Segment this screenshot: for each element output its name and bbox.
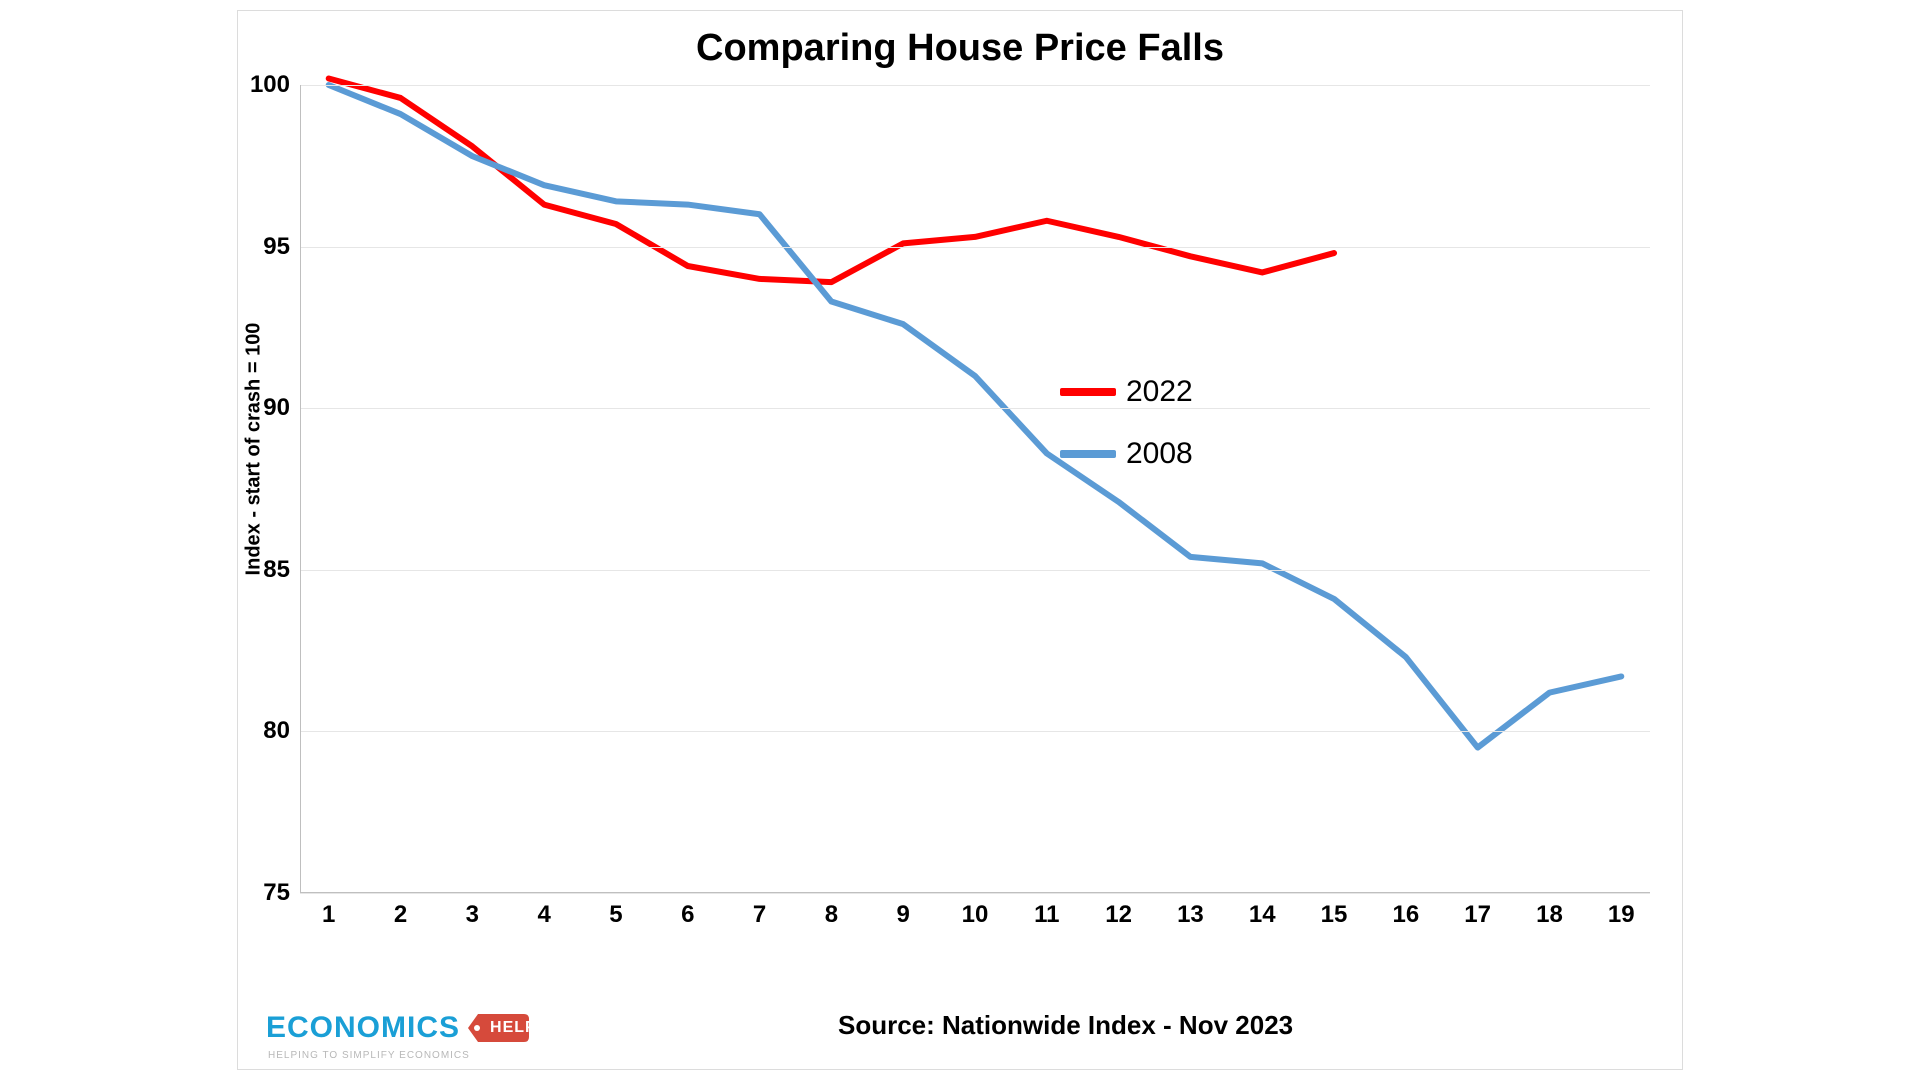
legend-label: 2022	[1126, 375, 1193, 409]
logo-subtitle: HELPING TO SIMPLIFY ECONOMICS	[268, 1050, 470, 1061]
x-tick-label: 2	[394, 893, 407, 929]
chart-lines-svg	[300, 85, 1650, 893]
x-tick-label: 11	[1034, 893, 1059, 929]
x-axis-line	[300, 892, 1650, 893]
x-tick-label: 8	[825, 893, 838, 929]
chart-legend: 2022 2008	[1060, 375, 1193, 499]
logo-word-2: HELP	[486, 1019, 537, 1037]
series-line-2022	[329, 79, 1334, 283]
gridline	[300, 247, 1650, 248]
legend-swatch	[1060, 450, 1116, 458]
x-tick-label: 18	[1536, 893, 1563, 929]
x-tick-label: 7	[753, 893, 766, 929]
x-tick-label: 15	[1321, 893, 1348, 929]
x-tick-label: 17	[1464, 893, 1491, 929]
gridline	[300, 570, 1650, 571]
legend-item: 2022	[1060, 375, 1193, 409]
x-tick-label: 4	[537, 893, 550, 929]
x-tick-label: 19	[1608, 893, 1635, 929]
gridline	[300, 731, 1650, 732]
y-tick-label: 95	[263, 233, 300, 261]
x-tick-label: 12	[1105, 893, 1132, 929]
y-tick-label: 75	[263, 879, 300, 907]
y-tick-label: 80	[263, 717, 300, 745]
x-tick-label: 6	[681, 893, 694, 929]
legend-item: 2008	[1060, 437, 1193, 471]
chart-stage: Comparing House Price Falls 758085909510…	[0, 0, 1920, 1080]
logo-word-1: ECONOMICS	[266, 1011, 460, 1045]
gridline	[300, 85, 1650, 86]
plot-area: 7580859095100123456789101112131415161718…	[300, 85, 1650, 893]
x-tick-label: 1	[322, 893, 335, 929]
chart-source: Source: Nationwide Index - Nov 2023	[838, 1010, 1293, 1041]
legend-swatch	[1060, 388, 1116, 396]
legend-label: 2008	[1126, 437, 1193, 471]
price-tag-icon: HELP	[466, 1011, 532, 1045]
chart-title: Comparing House Price Falls	[238, 27, 1682, 70]
y-tick-label: 90	[263, 394, 300, 422]
x-tick-label: 10	[962, 893, 989, 929]
x-tick-label: 3	[466, 893, 479, 929]
x-tick-label: 14	[1249, 893, 1276, 929]
gridline	[300, 408, 1650, 409]
y-tick-label: 85	[263, 556, 300, 584]
x-tick-label: 5	[609, 893, 622, 929]
brand-logo: ECONOMICS HELP	[266, 1011, 532, 1045]
chart-card: Comparing House Price Falls 758085909510…	[237, 10, 1683, 1070]
y-axis-line	[300, 85, 301, 893]
x-tick-label: 9	[897, 893, 910, 929]
y-tick-label: 100	[250, 71, 300, 99]
x-tick-label: 16	[1392, 893, 1419, 929]
x-tick-label: 13	[1177, 893, 1204, 929]
y-axis-label: Index - start of crash = 100	[243, 322, 266, 575]
